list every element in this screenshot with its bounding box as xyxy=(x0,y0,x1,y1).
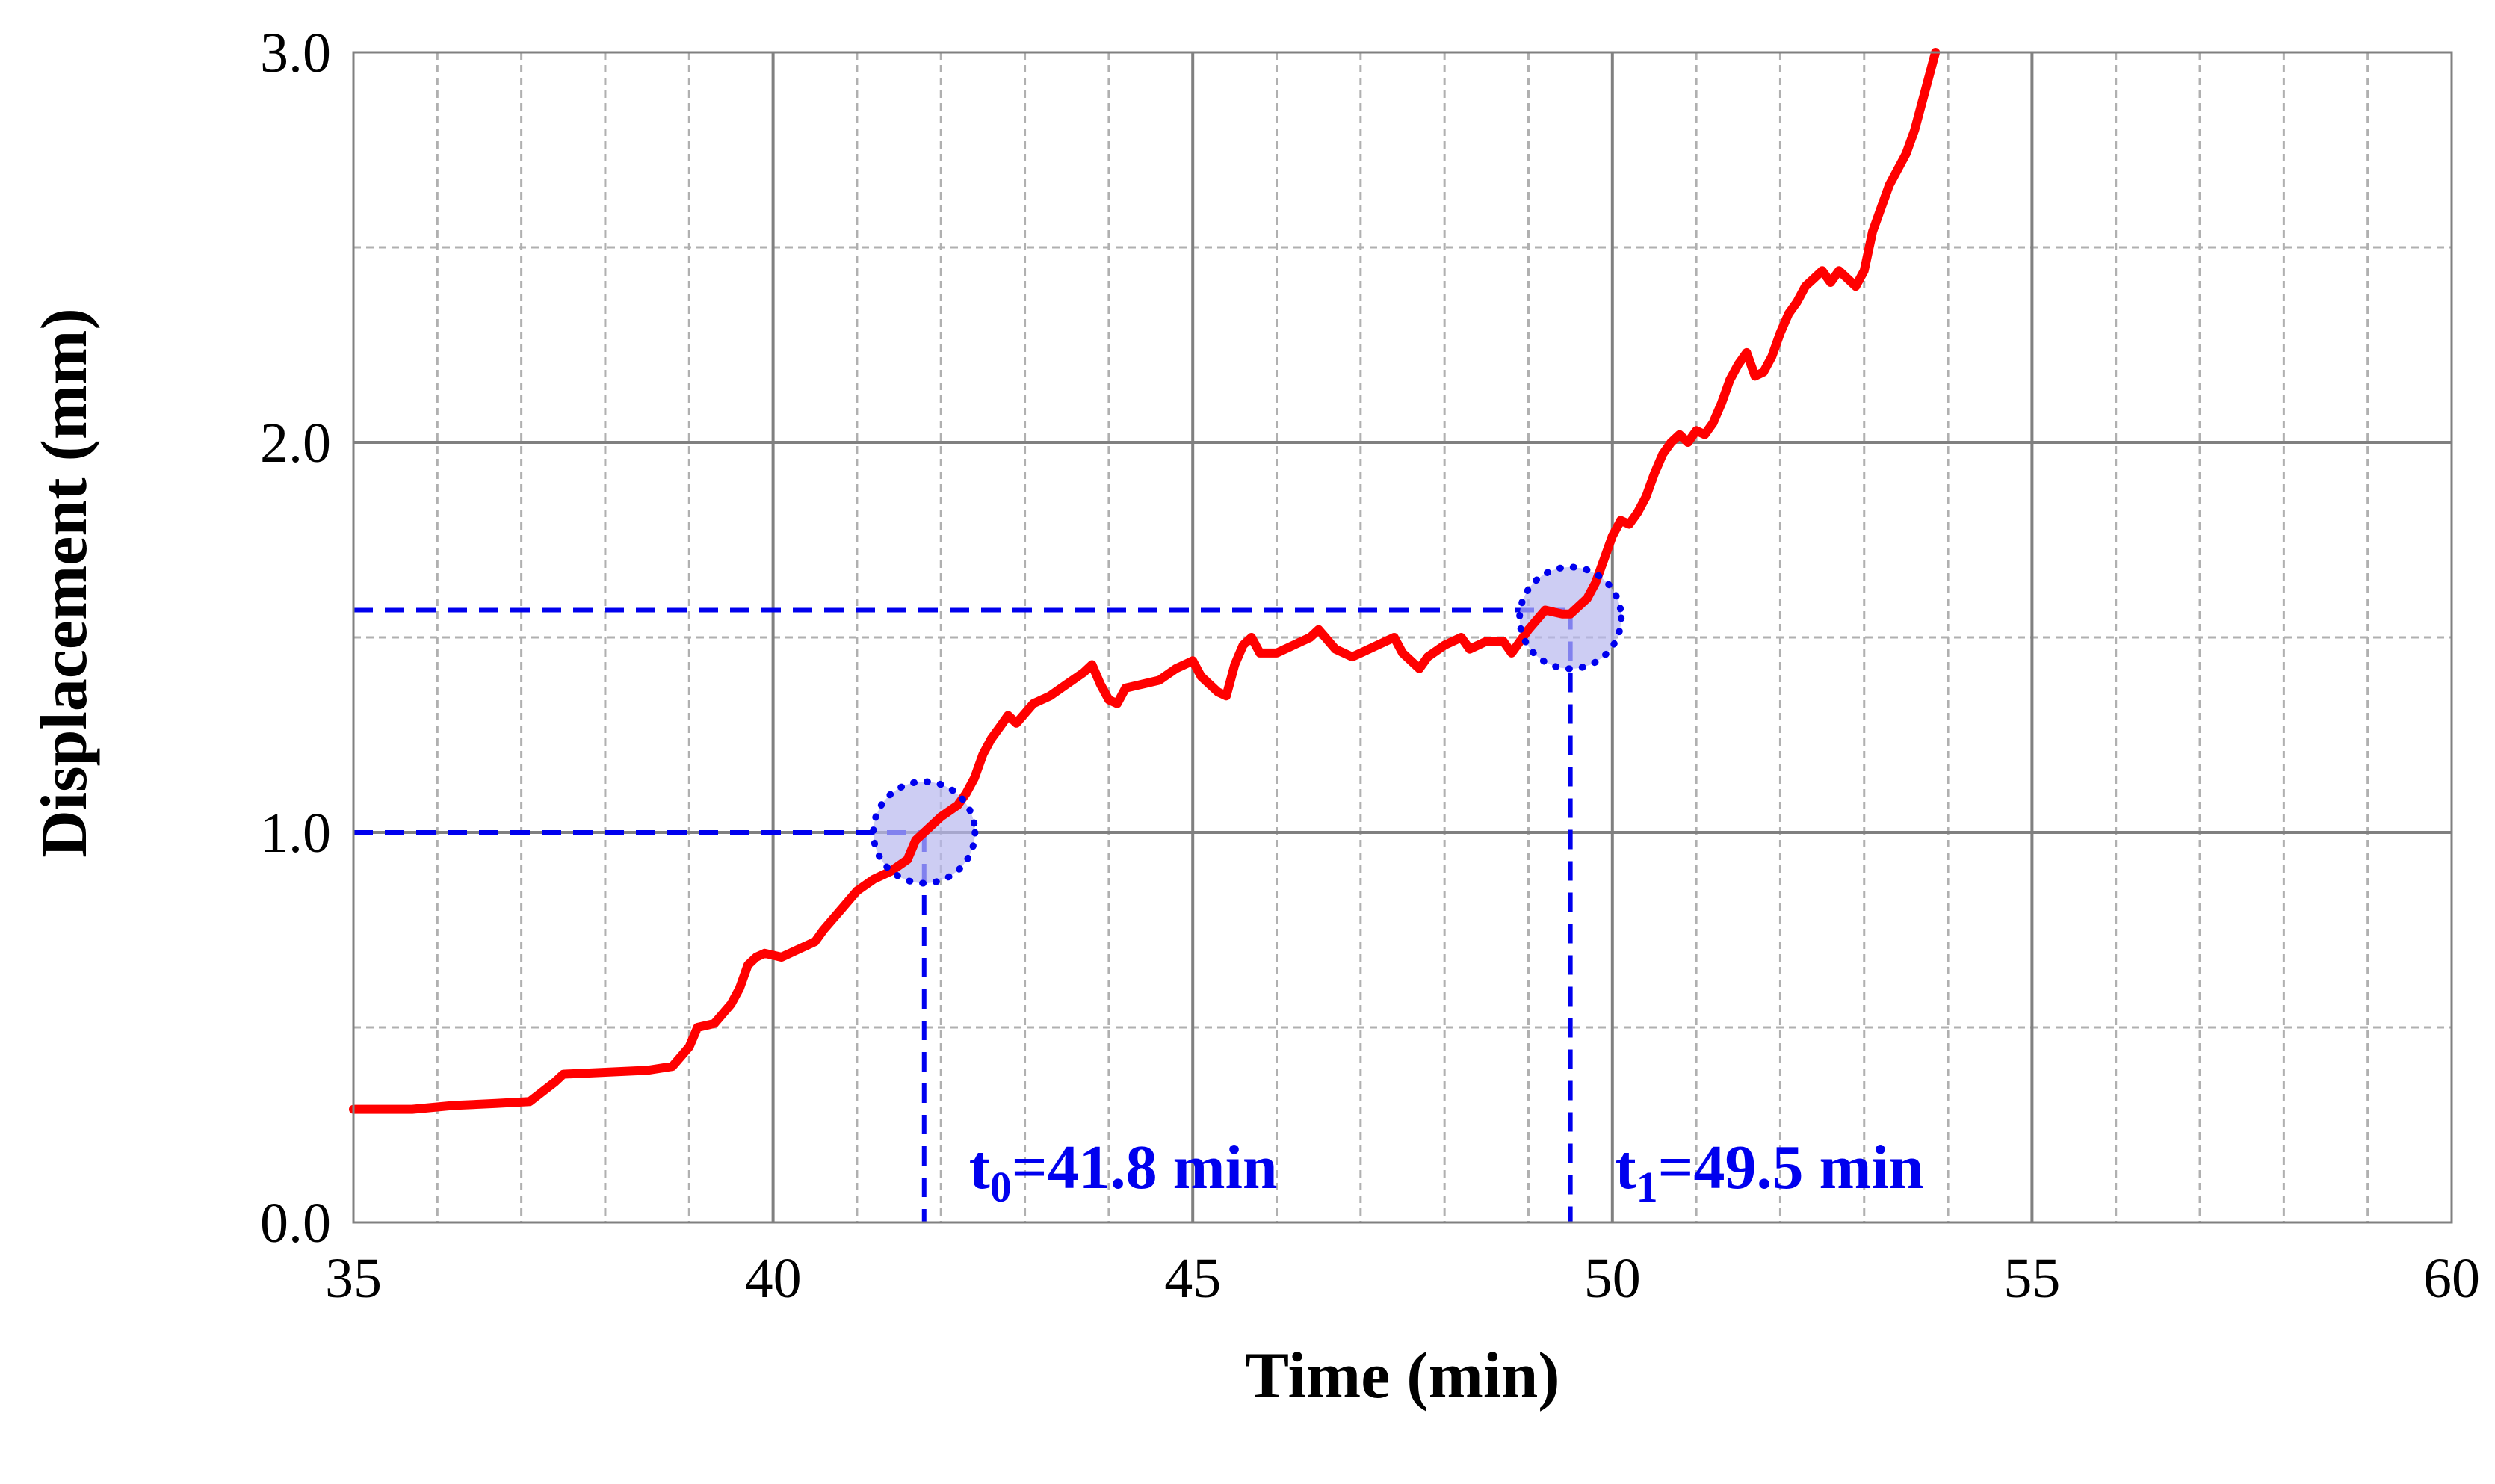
x-axis-title: Time (min) xyxy=(1245,1340,1559,1412)
y-axis-tick-labels: 0.0 1.0 2.0 3.0 xyxy=(260,22,331,1255)
annotation-circle-border xyxy=(870,778,979,887)
annotation-circle-borders xyxy=(870,563,1625,887)
annotation-labels: t0=41.8 min t1=49.5 min xyxy=(969,1133,1924,1211)
minor-grid xyxy=(353,52,2452,1222)
y-tick-label: 0.0 xyxy=(260,1192,331,1255)
x-tick-label: 40 xyxy=(745,1247,802,1310)
x-tick-label: 55 xyxy=(2003,1247,2060,1310)
y-tick-label: 3.0 xyxy=(260,22,331,84)
x-tick-label: 50 xyxy=(1584,1247,1641,1310)
annotation-label: t1=49.5 min xyxy=(1616,1133,1924,1211)
annotation-circle-border xyxy=(1516,563,1625,673)
x-axis-tick-labels: 35 40 45 50 55 60 xyxy=(325,1247,2480,1310)
x-tick-label: 35 xyxy=(325,1247,382,1310)
x-tick-label: 45 xyxy=(1164,1247,1221,1310)
plot-frame xyxy=(352,51,2453,1224)
y-tick-label: 2.0 xyxy=(260,412,331,474)
annotation-circles xyxy=(873,566,1621,883)
annotation-label: t0=41.8 min xyxy=(969,1133,1278,1211)
y-tick-label: 1.0 xyxy=(260,802,331,865)
displacement-series-line xyxy=(349,48,1941,1114)
y-axis-title: Displacement (mm) xyxy=(28,308,101,858)
x-tick-label: 60 xyxy=(2423,1247,2480,1310)
annotation-guide-lines xyxy=(353,607,1573,1222)
